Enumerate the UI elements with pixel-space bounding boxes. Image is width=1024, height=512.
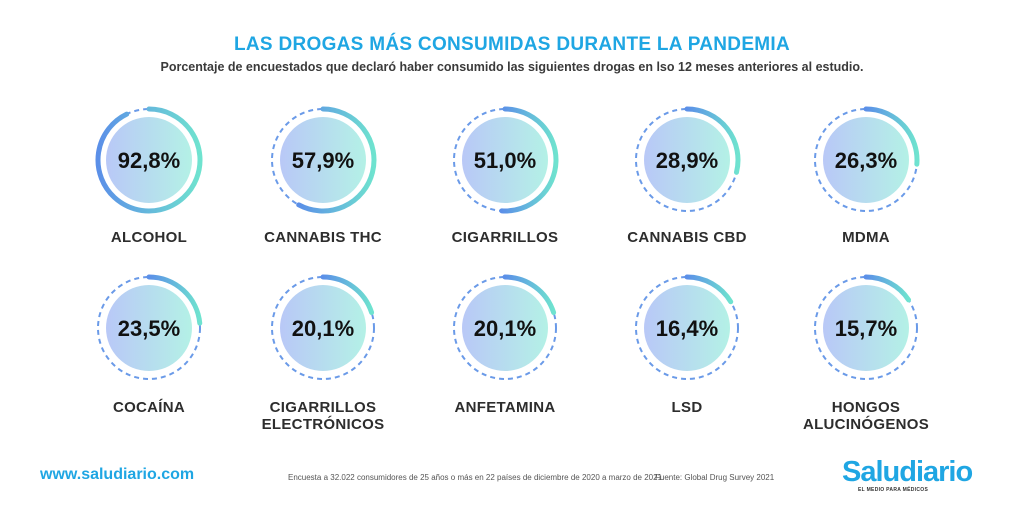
value-label: 23,5% — [118, 316, 180, 341]
progress-arc — [499, 106, 559, 214]
value-label: 57,9% — [292, 148, 354, 173]
category-label: ANFETAMINA — [454, 399, 556, 416]
progress-arc — [296, 106, 377, 214]
progress-arc — [863, 274, 912, 303]
progress-disc — [462, 285, 548, 371]
progress-arc — [502, 274, 557, 316]
radial-item: 28,9% — [635, 106, 741, 212]
category-label: CIGARRILLOS — [451, 229, 559, 246]
progress-arc — [146, 274, 203, 326]
progress-disc — [106, 285, 192, 371]
progress-disc — [280, 117, 366, 203]
radial-item: 15,7% — [814, 274, 918, 380]
radial-item: 20,1% — [271, 274, 375, 380]
progress-arc — [684, 106, 741, 175]
source-note: Fuente: Global Drug Survey 2021 — [655, 473, 775, 482]
progress-track — [635, 276, 739, 380]
category-label: MDMA — [842, 229, 890, 246]
value-label: 26,3% — [835, 148, 897, 173]
category-label: ALCOHOL — [110, 229, 188, 246]
progress-disc — [280, 285, 366, 371]
page-title: LAS DROGAS MÁS CONSUMIDAS DURANTE LA PAN… — [233, 34, 791, 55]
category-label: CANNABIS CBD — [627, 229, 747, 246]
progress-disc — [106, 117, 192, 203]
progress-disc — [644, 285, 730, 371]
progress-arc — [863, 106, 920, 167]
survey-note: Encuesta a 32.022 consumidores de 25 año… — [288, 473, 665, 482]
progress-arc — [95, 106, 203, 214]
brand-logo: Saludiario — [842, 456, 973, 488]
value-label: 92,8% — [118, 148, 180, 173]
progress-track — [453, 276, 557, 380]
progress-arc — [684, 274, 734, 305]
progress-disc — [644, 117, 730, 203]
brand-tagline: EL MEDIO PARA MÉDICOS — [858, 487, 929, 493]
value-label: 20,1% — [292, 316, 354, 341]
radial-item: 20,1% — [453, 274, 557, 380]
radial-item: 16,4% — [635, 274, 739, 380]
category-label: CIGARRILLOS ELECTRÓNICOS — [261, 399, 385, 433]
progress-disc — [823, 285, 909, 371]
progress-track — [814, 276, 918, 380]
radial-item: 23,5% — [97, 274, 203, 380]
category-label: COCAÍNA — [112, 399, 186, 416]
progress-track — [97, 276, 201, 380]
category-label: HONGOS ALUCINÓGENOS — [802, 399, 930, 433]
progress-arc — [320, 274, 375, 316]
progress-disc — [462, 117, 548, 203]
website-link[interactable]: www.saludiario.com — [40, 466, 195, 483]
progress-track — [271, 276, 375, 380]
radial-item: 57,9% — [271, 106, 377, 214]
progress-disc — [823, 117, 909, 203]
value-label: 28,9% — [656, 148, 718, 173]
value-label: 20,1% — [474, 316, 536, 341]
radial-item: 26,3% — [814, 106, 920, 212]
value-label: 15,7% — [835, 316, 897, 341]
page-subtitle: Porcentaje de encuestados que declaró ha… — [160, 60, 864, 74]
category-label: LSD — [671, 399, 703, 416]
radial-item: 92,8% — [95, 106, 203, 214]
value-label: 51,0% — [474, 148, 536, 173]
category-label: CANNABIS THC — [264, 229, 382, 246]
value-label: 16,4% — [656, 316, 718, 341]
radial-item: 51,0% — [453, 106, 559, 214]
